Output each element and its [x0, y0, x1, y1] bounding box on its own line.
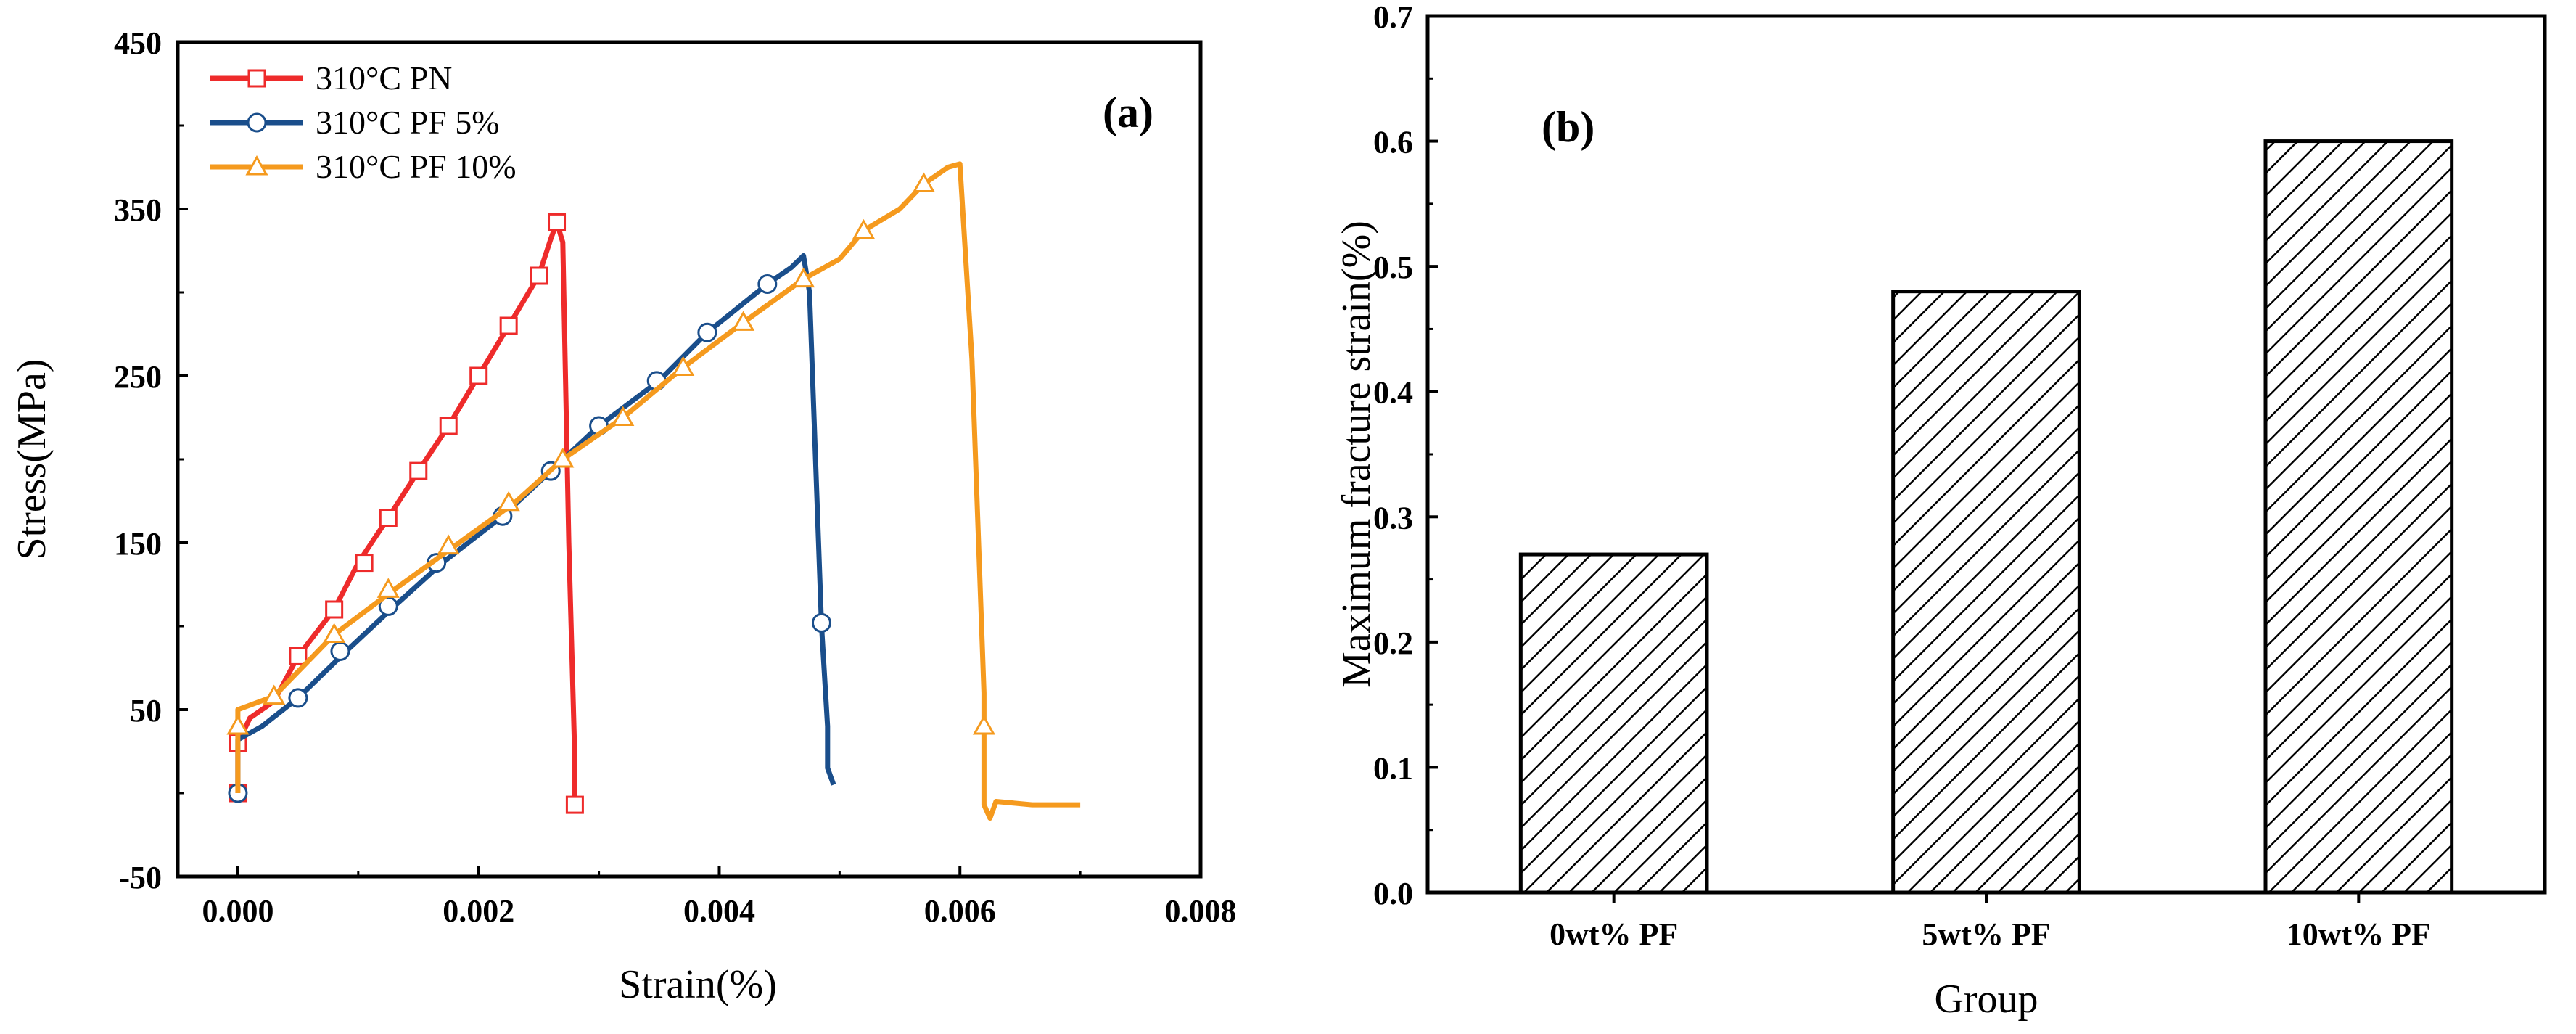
y-tick-label: 0.4 — [1373, 375, 1413, 411]
x-axis-title: Group — [1934, 977, 2038, 1022]
data-marker — [323, 623, 346, 643]
data-marker — [325, 600, 344, 619]
data-marker — [612, 406, 635, 426]
data-marker — [289, 647, 308, 665]
legend-item: 310°C PF 10% — [210, 148, 517, 185]
series-2 — [228, 253, 836, 803]
y-tick-label: 0.7 — [1373, 0, 1413, 35]
legend-item: 310°C PF 5% — [210, 104, 500, 141]
x-tick-label: 0.004 — [683, 893, 755, 929]
data-marker — [530, 266, 548, 285]
bar — [1891, 290, 2081, 895]
data-marker — [852, 218, 876, 239]
series-line — [235, 219, 583, 813]
x-tick-label: 0wt% PF — [1550, 916, 1678, 952]
y-tick-label: 0.6 — [1373, 125, 1413, 160]
data-marker — [972, 714, 995, 735]
legend: 310°C PN 310°C PF 5% 310°C PF 10% — [210, 60, 517, 185]
data-marker — [792, 267, 815, 288]
series-line — [235, 253, 836, 793]
data-marker — [811, 612, 831, 633]
x-tick-label: 0.002 — [443, 893, 514, 929]
stress-strain-chart: 0.000 0.002 0.004 0.006 0.008 -50 50 150 250 350… — [9, 25, 1237, 1007]
data-marker — [247, 112, 267, 133]
data-marker — [672, 356, 695, 376]
data-marker — [697, 322, 717, 342]
data-marker — [469, 366, 488, 385]
data-marker — [263, 684, 286, 705]
x-axis-ticks: 0.000 0.002 0.004 0.006 0.008 — [202, 866, 1237, 929]
legend-item: 310°C PN — [210, 60, 452, 97]
data-marker — [497, 491, 520, 512]
x-tick-label: 0.008 — [1165, 893, 1237, 929]
y-tick-label: 0.0 — [1373, 876, 1413, 911]
x-tick-label: 10wt% PF — [2287, 916, 2431, 952]
data-marker — [499, 316, 518, 335]
data-marker — [330, 641, 350, 661]
data-marker — [548, 213, 567, 231]
y-axis-ticks: 0.0 0.1 0.2 0.3 0.4 0.5 0.6 0.7 — [1373, 0, 1438, 911]
bars-layer — [1518, 139, 2454, 895]
x-axis-title: Strain(%) — [619, 962, 777, 1007]
legend-label: 310°C PF 5% — [316, 104, 500, 141]
data-marker — [409, 461, 428, 480]
y-tick-label: 350 — [114, 192, 162, 228]
data-marker — [245, 155, 268, 176]
data-marker — [379, 509, 398, 527]
fracture-strain-bar-chart: 0.0 0.1 0.2 0.3 0.4 0.5 0.6 0.7 0wt% PF 5wt% PF 1… — [1334, 0, 2547, 1022]
data-marker — [376, 578, 400, 598]
series-layer — [226, 161, 1081, 821]
data-marker — [757, 274, 778, 294]
bar — [2263, 139, 2454, 895]
panel-label-b: (b) — [1542, 103, 1594, 151]
data-marker — [439, 417, 458, 435]
y-tick-label: 0.3 — [1373, 500, 1413, 536]
x-axis-ticks: 0wt% PF 5wt% PF 10wt% PF — [1550, 893, 2431, 952]
data-marker — [247, 69, 266, 88]
y-tick-label: 0.1 — [1373, 750, 1413, 786]
plot-frame — [176, 40, 1203, 879]
legend-label: 310°C PF 10% — [316, 148, 517, 185]
y-tick-label: -50 — [119, 860, 162, 895]
data-marker — [565, 795, 584, 814]
y-axis-title: Maximum fracture strain(%) — [1334, 221, 1379, 688]
y-axis-title: Stress(MPa) — [9, 359, 54, 560]
data-marker — [732, 311, 755, 331]
legend-label: 310°C PN — [316, 60, 452, 97]
data-marker — [437, 534, 460, 555]
x-tick-label: 0.000 — [202, 893, 273, 929]
panel-label-a: (a) — [1103, 89, 1153, 136]
data-marker — [226, 714, 250, 735]
bar — [1518, 552, 1709, 895]
x-tick-label: 0.006 — [924, 893, 996, 929]
data-marker — [551, 447, 575, 468]
series-3 — [226, 161, 1081, 821]
data-marker — [288, 688, 308, 708]
y-tick-label: 50 — [130, 693, 162, 729]
y-tick-label: 250 — [114, 359, 162, 395]
y-tick-label: 0.5 — [1373, 250, 1413, 285]
data-marker — [912, 172, 936, 192]
y-tick-label: 150 — [114, 526, 162, 562]
data-marker — [355, 554, 374, 573]
series-1 — [229, 213, 584, 814]
y-axis-ticks: -50 50 150 250 350 450 — [114, 25, 188, 895]
y-tick-label: 450 — [114, 25, 162, 61]
y-tick-label: 0.2 — [1373, 625, 1413, 661]
x-tick-label: 5wt% PF — [1922, 916, 2050, 952]
series-line — [235, 161, 1081, 821]
